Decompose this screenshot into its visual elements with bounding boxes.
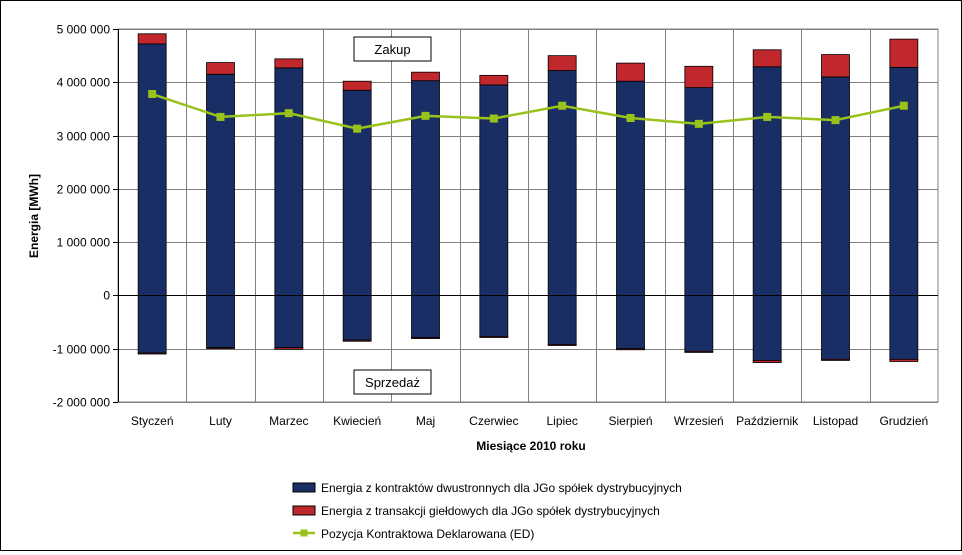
bar-contracts-positive [616,80,645,296]
bar-exchange-negative [411,337,440,339]
bar-contracts-negative [342,295,372,341]
bar-exchange-negative [616,348,645,351]
bar-exchange-positive [411,71,440,82]
bar-exchange-positive [137,33,167,45]
annotation-upper: Zakup [353,36,432,62]
bar-exchange-negative [684,350,714,353]
line-ed-point [489,114,498,123]
line-ed-point [558,101,567,110]
legend-label-contracts: Energia z kontraktów dwustronnych dla JG… [321,481,682,495]
bar-exchange-negative [342,339,372,342]
bar-exchange-negative [821,358,850,361]
line-ed-point [216,112,225,121]
x-tick-label: Październik [736,414,799,428]
line-ed-point [353,124,362,133]
bar-contracts-positive [752,66,782,296]
line-ed-point [694,119,703,128]
bar-exchange-negative [889,358,919,362]
legend-label-ed: Pozycja Kontraktowa Deklarowana (ED) [321,527,534,541]
line-ed-point [148,90,157,99]
bar-contracts-positive [821,76,850,296]
bar-exchange-positive [342,80,372,91]
y-tick-label: 0 [103,289,110,303]
bar-contracts-negative [616,295,645,350]
bar-contracts-positive [274,67,304,296]
y-tick-label: 3 000 000 [57,130,111,144]
legend-swatch-contracts [292,482,316,493]
x-tick-label: Luty [209,414,232,428]
bar-exchange-negative [137,352,167,355]
y-axis-title: Energia [MWh] [27,174,41,258]
bar-exchange-positive [616,62,645,82]
grid [117,28,939,403]
x-tick-label: Maj [416,414,435,428]
bar-contracts-negative [274,295,304,349]
y-tick-label: 1 000 000 [57,236,111,250]
line-series [148,90,908,133]
line-ed-point [831,116,840,125]
bar-contracts-negative [411,295,440,338]
line-ed-point [421,111,430,120]
annotation-lower: Sprzedaż [353,369,432,395]
bar-exchange-positive [889,38,919,68]
y-tick-label: 2 000 000 [57,183,111,197]
legend-swatch-exchange [292,505,316,516]
y-tick-label: -2 000 000 [53,396,111,410]
x-tick-label: Marzec [269,414,308,428]
bar-contracts-negative [547,295,577,345]
bar-contracts-negative [684,295,714,352]
bar-exchange-positive [684,65,714,89]
bar-exchange-positive [479,74,509,86]
bar-exchange-negative [274,347,304,350]
x-tick-label: Grudzień [879,414,928,428]
bar-contracts-positive [684,87,714,296]
x-tick-label: Kwiecień [333,414,381,428]
bar-contracts-negative [821,295,850,360]
bar-contracts-positive [889,66,919,296]
bar-contracts-positive [342,89,372,296]
bar-exchange-positive [752,49,782,68]
y-tick-label: 5 000 000 [57,23,111,37]
x-tick-label: Lipiec [546,414,577,428]
axes: 5 000 000 4 000 000 3 000 000 2 000 000 1 00… [53,23,938,428]
legend-label-exchange: Energia z transakcji giełdowych dla JGo … [321,504,660,518]
x-axis-title: Miesiące 2010 roku [476,439,585,453]
x-tick-label: Styczeń [131,414,174,428]
bar-contracts-negative [752,295,782,361]
line-ed-point [899,101,908,110]
line-ed [151,92,905,130]
line-ed-point [626,113,635,122]
x-tick-label: Czerwiec [469,414,518,428]
bar-contracts-negative [889,295,919,360]
bar-contracts-negative [206,295,235,349]
bar-exchange-negative [206,347,235,350]
legend: Energia z kontraktów dwustronnych dla JG… [292,481,682,541]
legend-marker-ed [300,529,308,537]
bar-exchange-negative [547,344,577,346]
bar-contracts-negative [479,295,509,337]
bar-exchange-positive [821,54,850,78]
annotation-upper-text: Zakup [374,42,410,57]
bar-contracts-positive [137,43,167,296]
legend-item-ed: Pozycja Kontraktowa Deklarowana (ED) [293,527,534,541]
bar-contracts-negative [137,295,167,354]
annotation-lower-text: Sprzedaż [365,375,420,390]
legend-item-exchange: Energia z transakcji giełdowych dla JGo … [292,504,660,518]
legend-item-contracts: Energia z kontraktów dwustronnych dla JG… [292,481,682,495]
bar-exchange-positive [206,62,235,75]
x-tick-label: Wrzesień [674,414,724,428]
x-tick-label: Sierpień [608,414,652,428]
bar-contracts-positive [206,73,235,296]
bar-exchange-positive [547,55,577,71]
bar-exchange-positive [274,58,304,69]
y-tick-label: -1 000 000 [53,343,111,357]
bar-exchange-negative [752,360,782,363]
y-tick-label: 4 000 000 [57,76,111,90]
bar-exchange-negative [479,336,509,338]
x-tick-label: Listopad [813,414,858,428]
line-ed-point [763,112,772,121]
line-ed-point [284,109,293,118]
